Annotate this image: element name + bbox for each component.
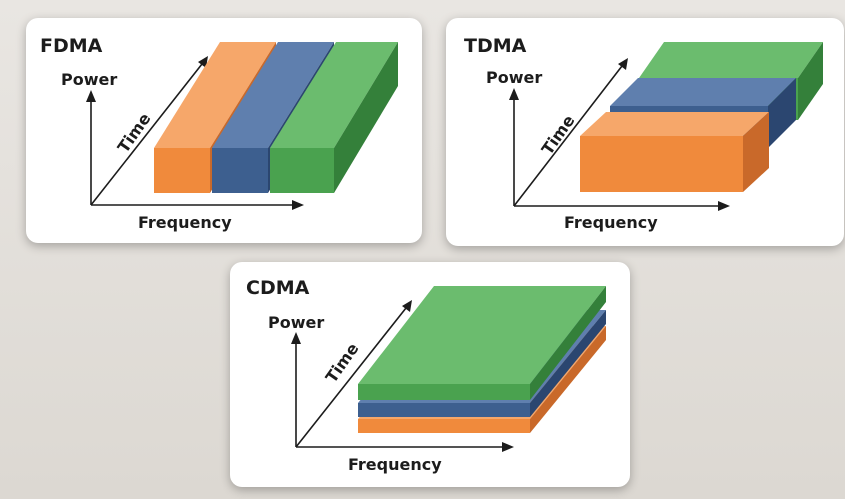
- tdma-frequency-label: Frequency: [564, 213, 658, 232]
- cdma-frequency-arrowhead: [502, 442, 514, 452]
- cdma-time-label: Time: [322, 339, 363, 386]
- tdma-diagram: TDMA Power Time Frequency: [464, 35, 823, 232]
- tdma-power-arrowhead: [509, 88, 519, 100]
- cdma-power-arrowhead: [291, 332, 301, 344]
- cdma-time-axis: [295, 307, 407, 448]
- tdma-time-label: Time: [538, 111, 579, 158]
- fdma-title: FDMA: [40, 35, 103, 57]
- fdma-panel: FDMA Power Time Frequency: [26, 18, 422, 243]
- fdma-band-green: [270, 42, 398, 193]
- cdma-diagram: CDMA Power Time Frequency: [246, 277, 606, 474]
- tdma-title: TDMA: [464, 35, 527, 57]
- fdma-frequency-label: Frequency: [138, 213, 232, 232]
- tdma-time-axis: [513, 65, 623, 207]
- cdma-layer-green: [358, 286, 606, 400]
- fdma-frequency-arrowhead: [292, 200, 304, 210]
- fdma-time-axis: [90, 63, 203, 206]
- tdma-frequency-arrowhead: [718, 201, 730, 211]
- tdma-power-label: Power: [486, 68, 542, 87]
- tdma-panel: TDMA Power Time Frequency: [446, 18, 844, 246]
- cdma-frequency-label: Frequency: [348, 455, 442, 474]
- tdma-slot-orange: [580, 112, 769, 192]
- tdma-time-arrowhead: [618, 58, 628, 70]
- fdma-power-label: Power: [61, 70, 117, 89]
- cdma-panel: CDMA Power Time Frequency: [230, 262, 630, 487]
- fdma-time-arrowhead: [198, 56, 208, 68]
- cdma-title: CDMA: [246, 277, 310, 299]
- cdma-power-label: Power: [268, 313, 324, 332]
- fdma-diagram: FDMA Power Time Frequency: [40, 35, 398, 232]
- fdma-power-arrowhead: [86, 90, 96, 102]
- cdma-time-arrowhead: [402, 300, 412, 312]
